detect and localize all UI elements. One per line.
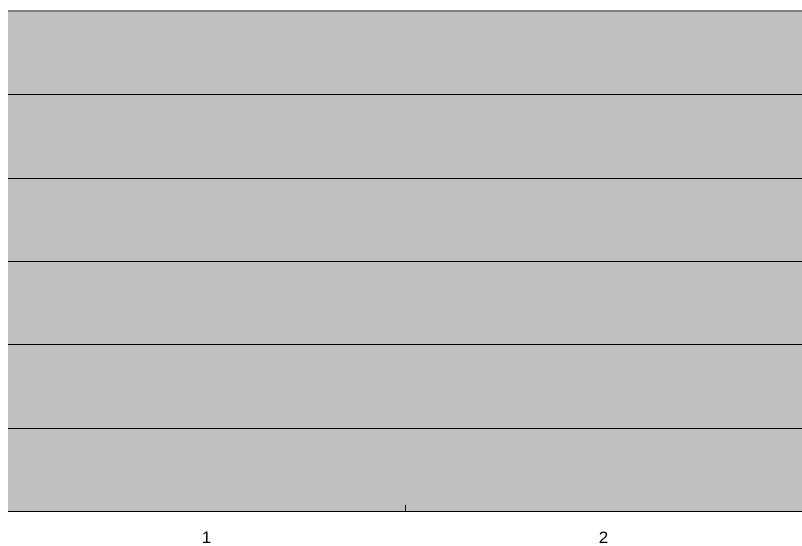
- x-tick-label: 1: [202, 528, 211, 546]
- x-tick-label: 2: [599, 528, 608, 546]
- gridlines: [8, 94, 802, 429]
